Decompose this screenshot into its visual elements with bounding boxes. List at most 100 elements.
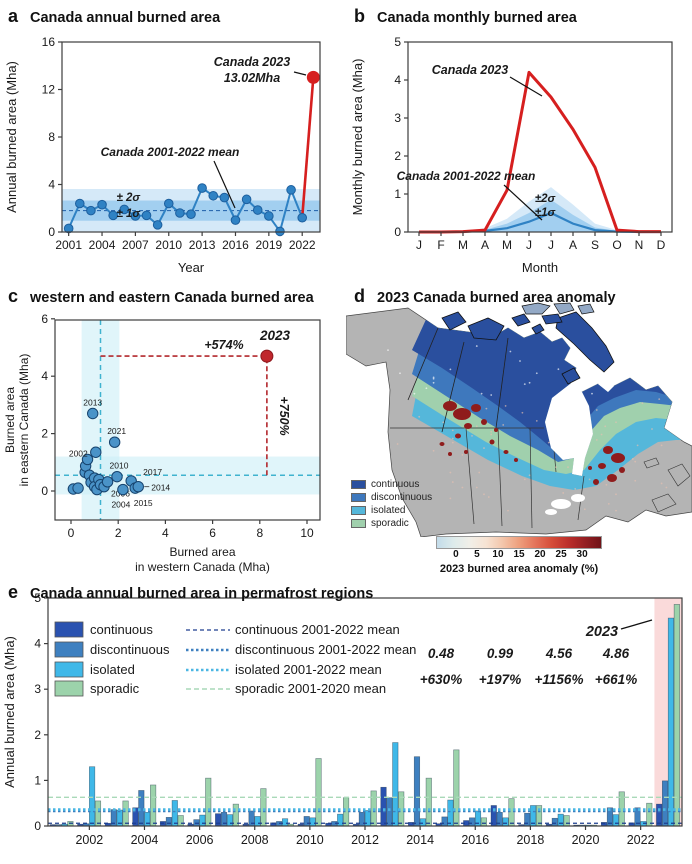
great-lakes — [545, 509, 557, 515]
colorbar-gradient — [436, 536, 602, 549]
scatter-points: 201320022006202120102004201720152014 — [67, 398, 170, 510]
svg-text:2016: 2016 — [461, 833, 489, 847]
svg-text:Monthly burned area (Mha): Monthly burned area (Mha) — [350, 59, 365, 216]
svg-text:2018: 2018 — [516, 833, 544, 847]
svg-text:2017: 2017 — [143, 467, 162, 477]
svg-text:+574%: +574% — [204, 338, 243, 352]
anomaly-colorbar: 0 5 10 15 20 25 30 2023 burned area anomaly (%… — [396, 536, 642, 575]
annual-series — [63, 70, 320, 237]
panel-b-title: Canada monthly burned area — [377, 10, 577, 26]
svg-text:A: A — [569, 238, 577, 252]
panel-e: e Canada annual burned area in permafros… — [0, 580, 692, 864]
svg-text:M: M — [458, 238, 468, 252]
svg-text:2010: 2010 — [296, 833, 324, 847]
panel-a-header: a Canada annual burned area — [8, 6, 220, 27]
svg-text:+661%: +661% — [595, 672, 637, 687]
legend-swatch-continuous — [351, 480, 366, 489]
legend-item-continuous: continuous — [351, 478, 432, 491]
svg-text:0: 0 — [41, 484, 48, 498]
legend-label: isolated — [371, 505, 406, 516]
svg-text:2014: 2014 — [406, 833, 434, 847]
colorbar-tick: 30 — [576, 549, 588, 560]
colorbar-tick: 10 — [492, 549, 504, 560]
svg-text:Burned area: Burned area — [169, 545, 235, 559]
legend-item-isolated: isolated — [351, 504, 432, 517]
canada-anomaly-map — [346, 302, 692, 537]
svg-text:N: N — [635, 238, 644, 252]
svg-text:±2σ: ±2σ — [535, 193, 556, 205]
svg-text:1: 1 — [394, 187, 401, 201]
svg-text:16: 16 — [42, 35, 56, 49]
panel-a: a Canada annual burned area 0 4 8 12 16 2001 2… — [0, 0, 346, 280]
svg-text:Canada 2023: Canada 2023 — [214, 55, 290, 69]
svg-text:0: 0 — [48, 225, 55, 239]
svg-text:5: 5 — [34, 592, 41, 605]
svg-text:0: 0 — [34, 819, 41, 833]
svg-text:2002: 2002 — [69, 448, 88, 458]
colorbar-ticks: 0 5 10 15 20 25 30 — [436, 549, 602, 562]
colorbar-tick: 25 — [555, 549, 567, 560]
svg-text:+1156%: +1156% — [535, 672, 584, 687]
svg-text:M: M — [502, 238, 512, 252]
svg-text:2006: 2006 — [186, 833, 214, 847]
panel-d-header: d 2023 Canada burned area anomaly — [354, 286, 616, 307]
svg-text:0: 0 — [68, 526, 75, 540]
great-lakes — [551, 499, 571, 509]
svg-text:2010: 2010 — [155, 238, 182, 252]
legend-label: sporadic — [371, 518, 409, 529]
legend-swatch-discontinuous — [351, 493, 366, 502]
panel-d-label: d — [354, 286, 365, 306]
annual-burned-area-chart: 0 4 8 12 16 2001 2004 2007 2010 2013 2016 2019 2022 Y… — [4, 35, 321, 275]
svg-text:8: 8 — [256, 526, 263, 540]
panel-e-title: Canada annual burned area in permafrost … — [30, 586, 374, 602]
svg-text:Burned area: Burned area — [3, 387, 17, 453]
svg-text:2008: 2008 — [241, 833, 269, 847]
panel-b-header: b Canada monthly burned area — [354, 6, 577, 27]
svg-text:discontinuous 2001-2022 mean: discontinuous 2001-2022 mean — [235, 642, 416, 657]
colorbar-tick: 20 — [534, 549, 546, 560]
hudson-bay — [545, 384, 593, 476]
svg-text:2: 2 — [41, 427, 48, 441]
svg-text:2: 2 — [394, 149, 401, 163]
colorbar-tick: 5 — [474, 549, 480, 560]
svg-text:sporadic 2001-2020 mean: sporadic 2001-2020 mean — [235, 681, 386, 696]
colorbar-tick: 15 — [513, 549, 525, 560]
svg-text:isolated: isolated — [90, 662, 135, 677]
svg-text:4: 4 — [394, 73, 401, 87]
svg-text:2013: 2013 — [189, 238, 216, 252]
svg-text:in western Canada (Mha): in western Canada (Mha) — [135, 560, 270, 574]
svg-text:2004: 2004 — [131, 833, 159, 847]
svg-text:2002: 2002 — [75, 833, 103, 847]
svg-text:4: 4 — [162, 526, 169, 540]
svg-text:Annual burned area (Mha): Annual burned area (Mha) — [2, 636, 17, 788]
legend-label: discontinuous — [371, 492, 433, 503]
svg-text:2010: 2010 — [110, 461, 129, 471]
bar-legend: continuous continuous 2001-2022 mean disco… — [54, 621, 416, 697]
svg-text:± 1σ: ± 1σ — [116, 208, 140, 220]
colorbar-label: 2023 burned area anomaly (%) — [439, 563, 599, 575]
panel-e-header: e Canada annual burned area in permafros… — [8, 582, 373, 603]
svg-text:6: 6 — [209, 526, 216, 540]
panel-c-title: western and eastern Canada burned area — [30, 290, 314, 306]
anomaly-patches — [439, 401, 625, 485]
svg-text:0.48: 0.48 — [428, 646, 455, 661]
panel-e-label: e — [8, 582, 19, 602]
legend-item-discontinuous: discontinuous — [351, 491, 432, 504]
svg-text:J: J — [416, 238, 422, 252]
svg-text:2012: 2012 — [351, 833, 379, 847]
great-lakes — [571, 494, 585, 502]
svg-text:2014: 2014 — [151, 483, 170, 493]
svg-text:isolated 2001-2022 mean: isolated 2001-2022 mean — [235, 662, 382, 677]
svg-text:2013: 2013 — [83, 398, 102, 408]
svg-text:+750%: +750% — [277, 396, 291, 435]
svg-text:2020: 2020 — [572, 833, 600, 847]
svg-text:Canada 2001-2022 mean: Canada 2001-2022 mean — [101, 145, 240, 159]
west-east-scatter-chart: 2013 2002 2 0 0 6 2021 2010 2004 2017 2015 2014 2023… — [3, 312, 321, 574]
panel-c-header: c western and eastern Canada burned area — [8, 286, 314, 307]
arctic-islands — [441, 311, 615, 385]
panel-c: c western and eastern Canada burned area… — [0, 280, 346, 580]
svg-text:2: 2 — [115, 526, 122, 540]
svg-text:continuous 2001-2022 mean: continuous 2001-2022 mean — [235, 622, 400, 637]
svg-text:2001: 2001 — [55, 238, 82, 252]
